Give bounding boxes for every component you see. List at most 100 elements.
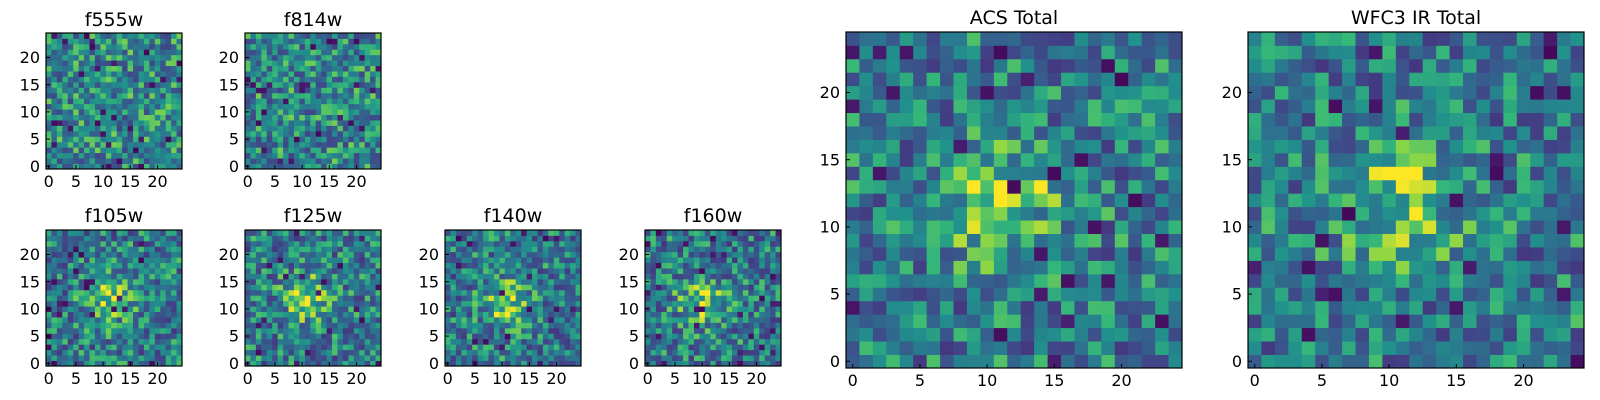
heatmap-cell [176,273,183,280]
heatmap-cell [315,109,322,115]
heatmap-cell [67,322,74,329]
heatmap-cell [73,65,80,72]
heatmap-cell [1476,193,1491,208]
heatmap-cell [764,268,771,274]
heatmap-cell [753,349,760,356]
x-tick-label: 20 [147,172,167,191]
heatmap-cell [326,251,333,258]
heatmap-cell [73,92,80,99]
heatmap-cell [111,327,118,334]
heatmap-cell [304,163,311,170]
heatmap-cell [261,257,268,264]
heatmap-cell [332,273,338,280]
heatmap-cell [455,235,462,242]
heatmap-cell [1114,45,1129,60]
heatmap-cell [1101,287,1116,302]
heatmap-cell [272,355,279,361]
heatmap-cell [1449,300,1464,315]
heatmap-cell [67,289,74,296]
heatmap-cell [353,322,360,329]
heatmap-cell [299,306,306,312]
heatmap-cell [1530,166,1545,181]
heatmap-cell [266,257,273,264]
heatmap-cell [94,246,101,253]
heatmap-cell [353,87,360,94]
heatmap-cell [348,120,355,126]
heatmap-cell [699,273,706,280]
heatmap-cell [133,60,139,67]
heatmap-cell [661,344,668,351]
heatmap-cell [1301,300,1316,315]
heatmap-cell [375,230,382,236]
heatmap-cell [650,257,657,264]
heatmap-cell [332,230,338,236]
heatmap-cell [1489,179,1504,194]
heatmap-cell [775,235,782,242]
heatmap-cell [293,98,300,105]
heatmap-cell [304,120,311,126]
heatmap-cell [321,273,327,280]
heatmap-cell [94,349,101,356]
heatmap-cell [753,230,760,236]
heatmap-cell [67,109,74,115]
heatmap-cell [488,295,495,302]
heatmap-cell [171,60,177,67]
heatmap-cell [56,38,63,45]
heatmap-cell [1128,354,1143,369]
heatmap-cell [886,273,901,288]
heatmap-cell [326,125,333,132]
heatmap-cell [699,251,706,258]
heatmap-cell [1261,112,1276,127]
heatmap-cell [122,327,128,334]
heatmap-cell [1355,126,1370,140]
heatmap-cell [315,38,322,45]
heatmap-cell [1449,179,1464,194]
heatmap-cell [1248,152,1262,167]
heatmap-cell [143,246,150,253]
heatmap-cell [1409,112,1424,127]
heatmap-cell [111,49,118,56]
heatmap-cell [266,262,273,269]
heatmap-cell [532,278,538,285]
heatmap-cell [62,360,69,367]
heatmap-cell [455,230,462,236]
heatmap-cell [1061,314,1075,329]
heatmap-cell [548,355,555,361]
heatmap-cell [655,327,662,334]
heatmap-cell [450,240,457,247]
heatmap-cell [1061,300,1075,315]
heatmap-cell [672,295,679,302]
heatmap-cell [332,257,338,264]
heatmap-cell [133,114,139,121]
heatmap-cell [348,152,355,159]
heatmap-cell [1422,287,1437,302]
heatmap-cell [51,49,58,56]
heatmap-cell [1422,354,1437,369]
heatmap-cell [1248,233,1262,248]
heatmap-cell [171,273,177,280]
heatmap-cell [1087,273,1102,288]
heatmap-cell [510,235,517,242]
heatmap-cell [1342,126,1356,140]
heatmap-cell [364,360,371,367]
heatmap-cell [342,38,349,45]
heatmap-cell [304,306,311,312]
heatmap-cell [62,240,69,247]
heatmap-cell [1409,287,1424,302]
heatmap-cell [1382,220,1397,234]
heatmap-cell [67,338,74,345]
heatmap-cell [510,338,517,345]
heatmap-cell [899,112,914,127]
heatmap-cell [288,136,295,143]
heatmap-cell [111,163,118,170]
heatmap-cell [288,344,295,351]
heatmap-cell [886,58,901,73]
heatmap-cell [859,300,874,315]
heatmap-cell [84,33,90,39]
heatmap-cell [693,230,700,236]
heatmap-cell [683,327,689,334]
heatmap-cell [926,99,941,114]
heatmap-cell [348,257,355,264]
heatmap-cell [913,273,928,288]
heatmap-cell [764,355,771,361]
